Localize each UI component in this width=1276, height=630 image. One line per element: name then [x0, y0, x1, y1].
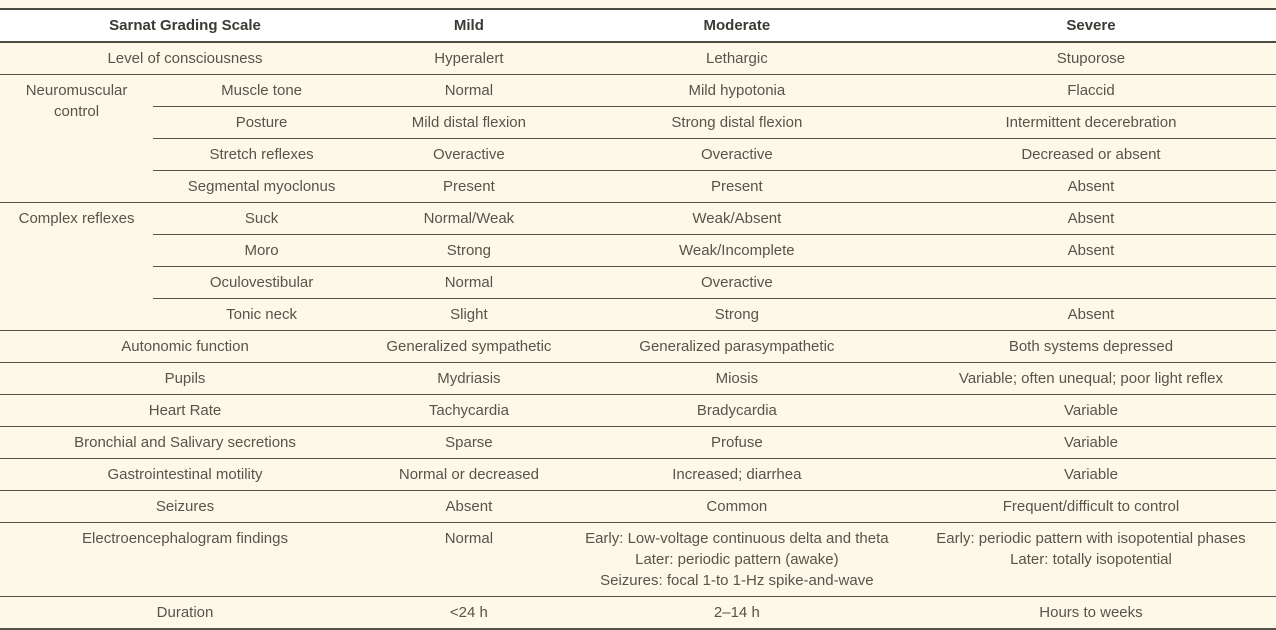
table-row: Pupils Mydriasis Miosis Variable; often …: [0, 362, 1276, 395]
cell-severe: Hours to weeks: [905, 596, 1276, 630]
table-row: Oculovestibular Normal Overactive: [0, 266, 1276, 299]
cell-mild: Overactive: [370, 138, 568, 171]
eeg-moderate-line: Later: periodic pattern (awake): [635, 551, 839, 568]
cell-severe: Variable: [905, 458, 1276, 491]
table-row: Neuromuscular control Muscle tone Normal…: [0, 74, 1276, 203]
cell-mild: Strong: [370, 234, 568, 267]
cell-severe: Absent: [905, 234, 1276, 267]
cell-severe: Intermittent decerebration: [905, 106, 1276, 139]
cell-moderate: Present: [567, 170, 906, 203]
row-sublabel: Muscle tone: [153, 74, 371, 107]
cell-moderate: Profuse: [567, 426, 906, 459]
table-row: Moro Strong Weak/Incomplete Absent: [0, 234, 1276, 267]
cell-moderate: Miosis: [567, 362, 906, 395]
row-label: Bronchial and Salivary secretions: [0, 426, 371, 459]
cell-mild: Generalized sympathetic: [370, 330, 568, 363]
cell-moderate: Common: [567, 490, 906, 523]
row-sublabel: Tonic neck: [153, 298, 371, 331]
cell-severe: Flaccid: [905, 74, 1276, 107]
cell-moderate: Mild hypotonia: [567, 74, 906, 107]
cell-mild: Normal: [370, 522, 568, 597]
cell-severe: Variable; often unequal; poor light refl…: [905, 362, 1276, 395]
table-row: Posture Mild distal flexion Strong dista…: [0, 106, 1276, 139]
cell-severe: Absent: [905, 202, 1276, 235]
cell-severe: Both systems depressed: [905, 330, 1276, 363]
eeg-severe-line: Early: periodic pattern with isopotentia…: [936, 530, 1246, 547]
table-row-eeg: Electroencephalogram findings Normal Ear…: [0, 522, 1276, 597]
cell-mild: Present: [370, 170, 568, 203]
column-header-title: Sarnat Grading Scale: [0, 8, 371, 43]
row-label: Autonomic function: [0, 330, 371, 363]
table-row: Seizures Absent Common Frequent/difficul…: [0, 490, 1276, 523]
cell-severe: Decreased or absent: [905, 138, 1276, 171]
cell-severe: Absent: [905, 170, 1276, 203]
table-row: Stretch reflexes Overactive Overactive D…: [0, 138, 1276, 171]
eeg-moderate-line: Seizures: focal 1-to 1-Hz spike-and-wave: [600, 572, 874, 589]
eeg-severe-line: Later: totally isopotential: [1010, 551, 1172, 568]
cell-severe: [905, 266, 1276, 299]
cell-mild: Normal/Weak: [370, 202, 568, 235]
cell-moderate: Lethargic: [567, 41, 906, 75]
cell-moderate: Early: Low-voltage continuous delta and …: [567, 522, 906, 597]
row-label: Electroencephalogram findings: [0, 522, 371, 597]
row-sublabel: Moro: [153, 234, 371, 267]
row-sublabel: Oculovestibular: [153, 266, 371, 299]
row-label: Level of consciousness: [0, 41, 371, 75]
cell-mild: Slight: [370, 298, 568, 331]
table-row: Segmental myoclonus Present Present Abse…: [0, 170, 1276, 203]
row-sublabel: Posture: [153, 106, 371, 139]
table-row: Bronchial and Salivary secretions Sparse…: [0, 426, 1276, 459]
cell-moderate: Strong: [567, 298, 906, 331]
row-label: Seizures: [0, 490, 371, 523]
cell-severe: Frequent/difficult to control: [905, 490, 1276, 523]
cell-severe: Variable: [905, 426, 1276, 459]
header-row: Sarnat Grading Scale Mild Moderate Sever…: [0, 8, 1276, 43]
row-sublabel: Suck: [153, 202, 371, 235]
cell-mild: Hyperalert: [370, 41, 568, 75]
cell-mild: Mydriasis: [370, 362, 568, 395]
cell-moderate: 2–14 h: [567, 596, 906, 630]
cell-moderate: Overactive: [567, 266, 906, 299]
column-header-severe: Severe: [905, 8, 1276, 43]
column-header-moderate: Moderate: [567, 8, 906, 43]
cell-mild: Normal: [370, 266, 568, 299]
cell-moderate: Increased; diarrhea: [567, 458, 906, 491]
cell-moderate: Strong distal flexion: [567, 106, 906, 139]
eeg-moderate-line: Early: Low-voltage continuous delta and …: [585, 530, 889, 547]
cell-moderate: Bradycardia: [567, 394, 906, 427]
row-label: Duration: [0, 596, 371, 630]
cell-severe: Early: periodic pattern with isopotentia…: [905, 522, 1276, 597]
cell-mild: Sparse: [370, 426, 568, 459]
cell-severe: Stuporose: [905, 41, 1276, 75]
group-label: Complex reflexes: [0, 202, 154, 331]
cell-moderate: Weak/Absent: [567, 202, 906, 235]
table-row: Autonomic function Generalized sympathet…: [0, 330, 1276, 363]
cell-severe: Absent: [905, 298, 1276, 331]
group-label: Neuromuscular control: [0, 74, 154, 203]
cell-mild: Normal: [370, 74, 568, 107]
row-label: Heart Rate: [0, 394, 371, 427]
cell-mild: Absent: [370, 490, 568, 523]
table-row: Heart Rate Tachycardia Bradycardia Varia…: [0, 394, 1276, 427]
cell-moderate: Weak/Incomplete: [567, 234, 906, 267]
cell-moderate: Generalized parasympathetic: [567, 330, 906, 363]
table-row: Level of consciousness Hyperalert Lethar…: [0, 41, 1276, 75]
table-row: Complex reflexes Suck Normal/Weak Weak/A…: [0, 202, 1276, 331]
cell-moderate: Overactive: [567, 138, 906, 171]
column-header-mild: Mild: [370, 8, 568, 43]
sarnat-grading-table: Sarnat Grading Scale Mild Moderate Sever…: [0, 8, 1276, 630]
row-label: Pupils: [0, 362, 371, 395]
row-label: Gastrointestinal motility: [0, 458, 371, 491]
cell-mild: Tachycardia: [370, 394, 568, 427]
row-sublabel: Stretch reflexes: [153, 138, 371, 171]
cell-mild: <24 h: [370, 596, 568, 630]
cell-severe: Variable: [905, 394, 1276, 427]
row-sublabel: Segmental myoclonus: [153, 170, 371, 203]
table-row: Tonic neck Slight Strong Absent: [0, 298, 1276, 331]
cell-mild: Mild distal flexion: [370, 106, 568, 139]
cell-mild: Normal or decreased: [370, 458, 568, 491]
table-row: Duration <24 h 2–14 h Hours to weeks: [0, 596, 1276, 630]
table-row: Gastrointestinal motility Normal or decr…: [0, 458, 1276, 491]
